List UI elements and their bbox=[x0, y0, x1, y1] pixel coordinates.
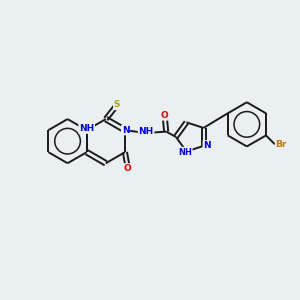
Text: N: N bbox=[203, 141, 211, 150]
Text: O: O bbox=[161, 111, 169, 120]
Text: NH: NH bbox=[178, 148, 192, 157]
Text: NH: NH bbox=[79, 124, 94, 133]
Text: Br: Br bbox=[276, 140, 287, 149]
Text: S: S bbox=[114, 100, 120, 109]
Text: O: O bbox=[124, 164, 132, 173]
Text: NH: NH bbox=[139, 127, 154, 136]
Text: N: N bbox=[122, 126, 129, 135]
